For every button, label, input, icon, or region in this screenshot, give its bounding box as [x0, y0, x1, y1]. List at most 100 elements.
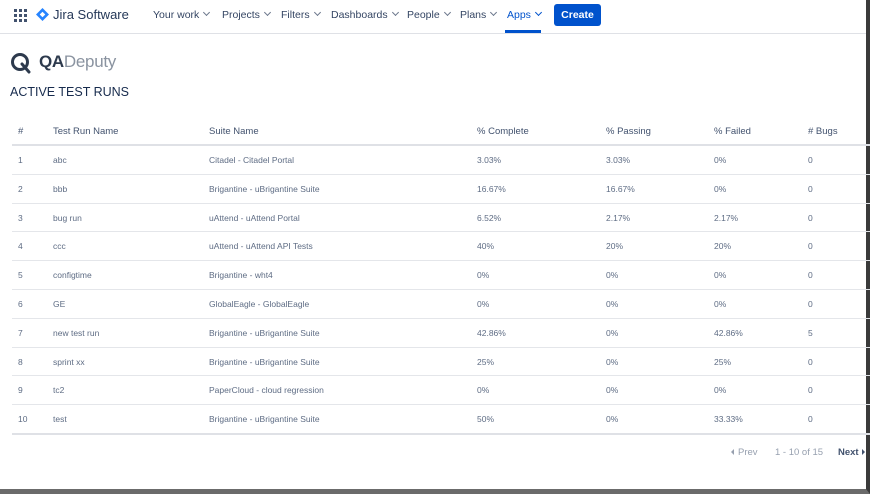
table-cell: uAttend - uAttend Portal [209, 212, 300, 223]
table-cell: 40% [477, 241, 495, 252]
table-cell: 8 [18, 356, 23, 367]
menu-item[interactable]: Filters [281, 8, 321, 21]
table-cell: 0 [808, 241, 813, 252]
table-cell: 0% [606, 270, 619, 281]
column-header[interactable]: % Passing [606, 126, 651, 137]
table-cell: 0% [477, 298, 490, 309]
table-cell: sprint xx [53, 356, 85, 367]
table-row[interactable]: 4 ccc uAttend - uAttend API Tests 40% 20% 20%… [12, 232, 870, 262]
table-cell: 6.52% [477, 212, 502, 223]
table-cell: bug run [53, 212, 82, 223]
table-cell: 3.03% [606, 155, 631, 165]
table-cell: 5 [18, 270, 23, 281]
menu-item[interactable]: People [407, 8, 451, 21]
top-nav: Jira Software Create Your work Projects Fi… [0, 0, 866, 34]
chevron [391, 8, 399, 17]
column-header[interactable]: # Bugs [808, 126, 838, 137]
table-cell: 0 [808, 155, 813, 165]
table-cell: Brigantine - wht4 [209, 270, 273, 281]
column-header[interactable]: Test Run Name [53, 126, 119, 137]
table-cell: 0 [808, 183, 813, 194]
page-heading: ACTIVE TEST RUNS [10, 85, 130, 99]
table-cell: 25% [477, 356, 495, 367]
table-cell: uAttend - uAttend API Tests [209, 241, 313, 252]
table-row[interactable]: 7 new test run Brigantine - uBrigantine Su… [12, 319, 870, 348]
table-cell: Brigantine - uBrigantine Suite [209, 183, 320, 194]
table-cell: 25% [714, 356, 732, 367]
menu-item[interactable]: Your work [153, 8, 211, 21]
page-range: 1 - 10 of 15 [775, 447, 824, 458]
table-row[interactable]: 10 test Brigantine - uBrigantine Suite 50% 0… [12, 405, 870, 435]
table-cell: 9 [18, 385, 23, 396]
logo-deputy: Deputy [63, 52, 116, 71]
table-row[interactable]: 6 GE GlobalEagle - GlobalEagle 0% 0% 0% 0 [12, 290, 870, 319]
menu-label: Your work [153, 9, 200, 21]
table-cell: bbb [53, 183, 68, 194]
table-cell: new test run [53, 327, 100, 338]
table-row[interactable]: 8 sprint xx Brigantine - uBrigantine Suite… [12, 348, 870, 377]
column-header[interactable]: % Failed [714, 126, 751, 137]
table-cell: 5 [808, 327, 813, 338]
table-cell: 0 [808, 414, 813, 425]
table-cell: PaperCloud - cloud regression [209, 385, 324, 396]
chevron [534, 8, 542, 17]
menu-label: Dashboards [331, 9, 388, 21]
table-cell: 16.67% [477, 183, 506, 194]
active-indicator [505, 30, 541, 33]
table-cell: configtime [53, 270, 92, 281]
logo-qa: QA [39, 52, 64, 71]
table-row[interactable]: 5 configtime Brigantine - wht4 0% 0% 0% 0 [12, 261, 870, 290]
table-cell: Brigantine - uBrigantine Suite [209, 327, 320, 338]
next-label: Next [838, 447, 859, 458]
table-cell: 3.03% [477, 155, 502, 165]
table-cell: 0% [714, 183, 727, 194]
menu-label: Apps [507, 9, 531, 21]
table-cell: 0% [606, 414, 619, 425]
table-cell: 0% [606, 327, 619, 338]
menu-label: Plans [460, 9, 487, 21]
table-cell: Brigantine - uBrigantine Suite [209, 414, 320, 425]
menu-label: Projects [222, 9, 260, 21]
column-header[interactable]: Suite Name [209, 126, 259, 137]
prev-button[interactable]: Prev [731, 447, 758, 458]
menu-label: Filters [281, 9, 310, 21]
menu-item[interactable]: Apps [507, 8, 542, 21]
table-cell: GE [53, 298, 66, 309]
chevron [203, 8, 211, 17]
next-button[interactable]: Next [838, 447, 865, 458]
menu-item[interactable]: Dashboards [331, 8, 399, 21]
table-cell: 0 [808, 356, 813, 367]
table-cell: 2.17% [714, 212, 739, 223]
app-switcher[interactable] [14, 9, 27, 22]
menu-item[interactable]: Projects [222, 8, 271, 21]
table-cell: abc [53, 155, 67, 165]
table-cell: 0 [808, 212, 813, 223]
test-runs-table: # Test Run Name Suite Name % Complete % Pass… [12, 118, 870, 435]
jira-logo[interactable] [36, 8, 49, 21]
table-cell: 4 [18, 241, 23, 252]
table-cell: 0% [606, 356, 619, 367]
header-row: # Test Run Name Suite Name % Complete % Pass… [12, 118, 870, 146]
column-header[interactable]: # [18, 126, 24, 137]
table-cell: 6 [18, 298, 23, 309]
chevron [263, 8, 271, 17]
column-header[interactable]: % Complete [477, 126, 529, 137]
table-row[interactable]: 9 tc2 PaperCloud - cloud regression 0% 0% 0% 0 [12, 376, 870, 406]
table-cell: Citadel - Citadel Portal [209, 155, 295, 165]
product-name[interactable]: Jira Software [53, 7, 129, 22]
table-row[interactable]: 2 bbb Brigantine - uBrigantine Suite 16.67%… [12, 175, 870, 204]
table-cell: 33.33% [714, 414, 743, 425]
table-cell: 50% [477, 414, 495, 425]
table-row[interactable]: 3 bug run uAttend - uAttend Portal 6.52% 2.1… [12, 204, 870, 233]
table-cell: 20% [606, 241, 624, 252]
table-cell: 1 [18, 155, 23, 165]
table-cell: 42.86% [714, 327, 743, 338]
table-cell: 16.67% [606, 183, 635, 194]
table-row[interactable]: 1 abc Citadel - Citadel Portal 3.03% 3.03% 0%… [12, 146, 870, 175]
table-cell: 0 [808, 298, 813, 309]
table-cell: 0% [714, 155, 727, 165]
create-button[interactable]: Create [554, 4, 601, 26]
menu-item[interactable]: Plans [460, 8, 498, 21]
